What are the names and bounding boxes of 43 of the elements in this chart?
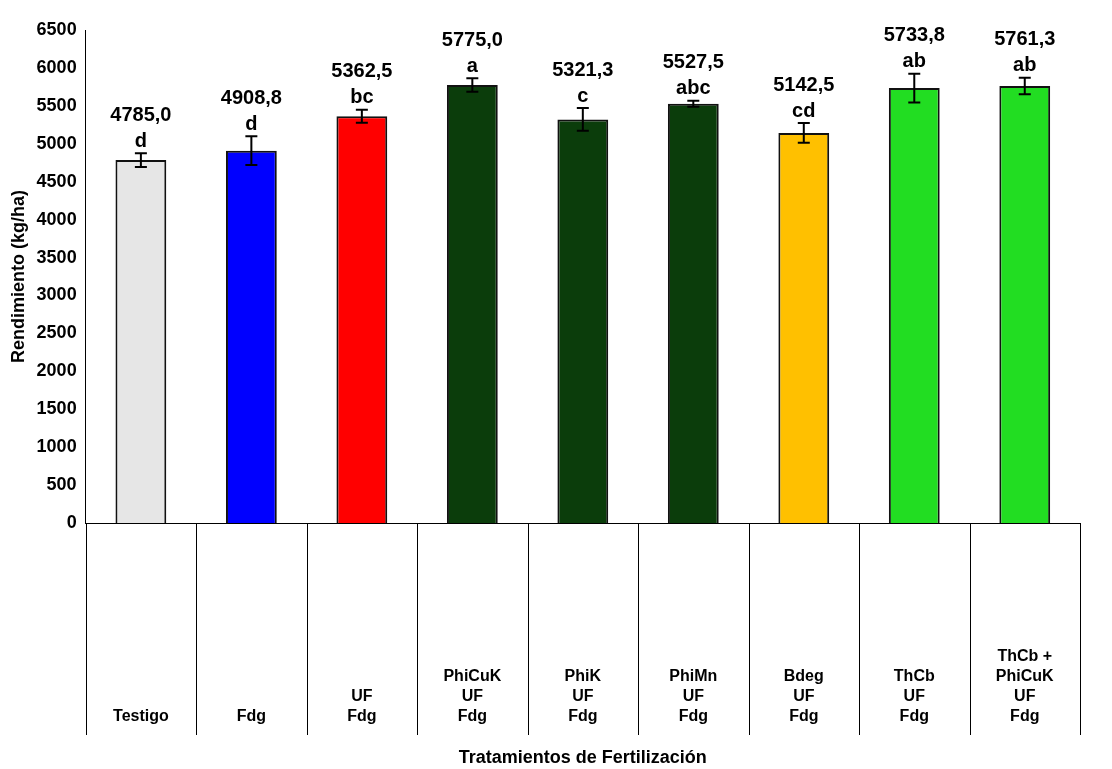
x-tick-label: ThCb UF Fdg	[893, 667, 935, 724]
annotation: ab	[902, 49, 926, 72]
y-tick-label: 4500	[36, 170, 77, 191]
y-tick-label: 0	[66, 511, 77, 532]
y-tick-label: 500	[46, 474, 77, 495]
y-tick-label: 2000	[36, 360, 77, 381]
data-label: 5733,8	[883, 23, 945, 46]
y-tick-label: 1000	[36, 436, 77, 457]
annotation: abc	[676, 76, 711, 99]
y-tick-label: 4000	[36, 208, 77, 229]
x-tick-label: Testigo	[113, 707, 169, 724]
y-axis-title: Rendimiento (kg/ha)	[7, 189, 28, 364]
data-label: 5321,3	[552, 57, 614, 80]
x-tick-label: PhiMn UF Fdg	[669, 667, 718, 724]
y-tick-label: 3500	[36, 246, 77, 267]
x-tick-label: UF Fdg	[347, 687, 377, 724]
x-tick-label: ThCb + PhiCuK UF Fdg	[995, 647, 1055, 724]
data-label: 5142,5	[773, 72, 835, 95]
y-tick-label: 6500	[36, 18, 77, 39]
y-tick-label: 2500	[36, 322, 77, 343]
y-tick-label: 1500	[36, 398, 77, 419]
y-tick-label: 3000	[36, 284, 77, 305]
data-label: 5362,5	[331, 59, 393, 82]
x-tick-label: PhiCuK UF Fdg	[443, 667, 502, 724]
annotation: c	[577, 83, 589, 106]
x-tick-label: Fdg	[236, 707, 267, 724]
y-tick-label: 6000	[36, 56, 77, 77]
x-tick-label: Bdeg UF Fdg	[783, 667, 824, 724]
annotation: d	[245, 111, 258, 134]
x-axis-title: Tratamientos de Fertilización	[458, 746, 707, 767]
data-label: 5775,0	[441, 27, 503, 50]
data-label: 4908,8	[220, 85, 282, 108]
annotation: bc	[350, 85, 374, 108]
annotation: cd	[792, 98, 816, 121]
x-tick-label: PhiK UF Fdg	[564, 667, 602, 724]
annotation: a	[466, 53, 479, 76]
y-tick-label: 5500	[36, 94, 77, 115]
y-tick-label: 5000	[36, 132, 77, 153]
data-label: 5761,3	[994, 27, 1056, 50]
data-label: 5527,5	[662, 50, 724, 73]
annotation: d	[134, 128, 147, 151]
annotation: ab	[1013, 53, 1037, 76]
data-label: 4785,0	[110, 102, 172, 125]
